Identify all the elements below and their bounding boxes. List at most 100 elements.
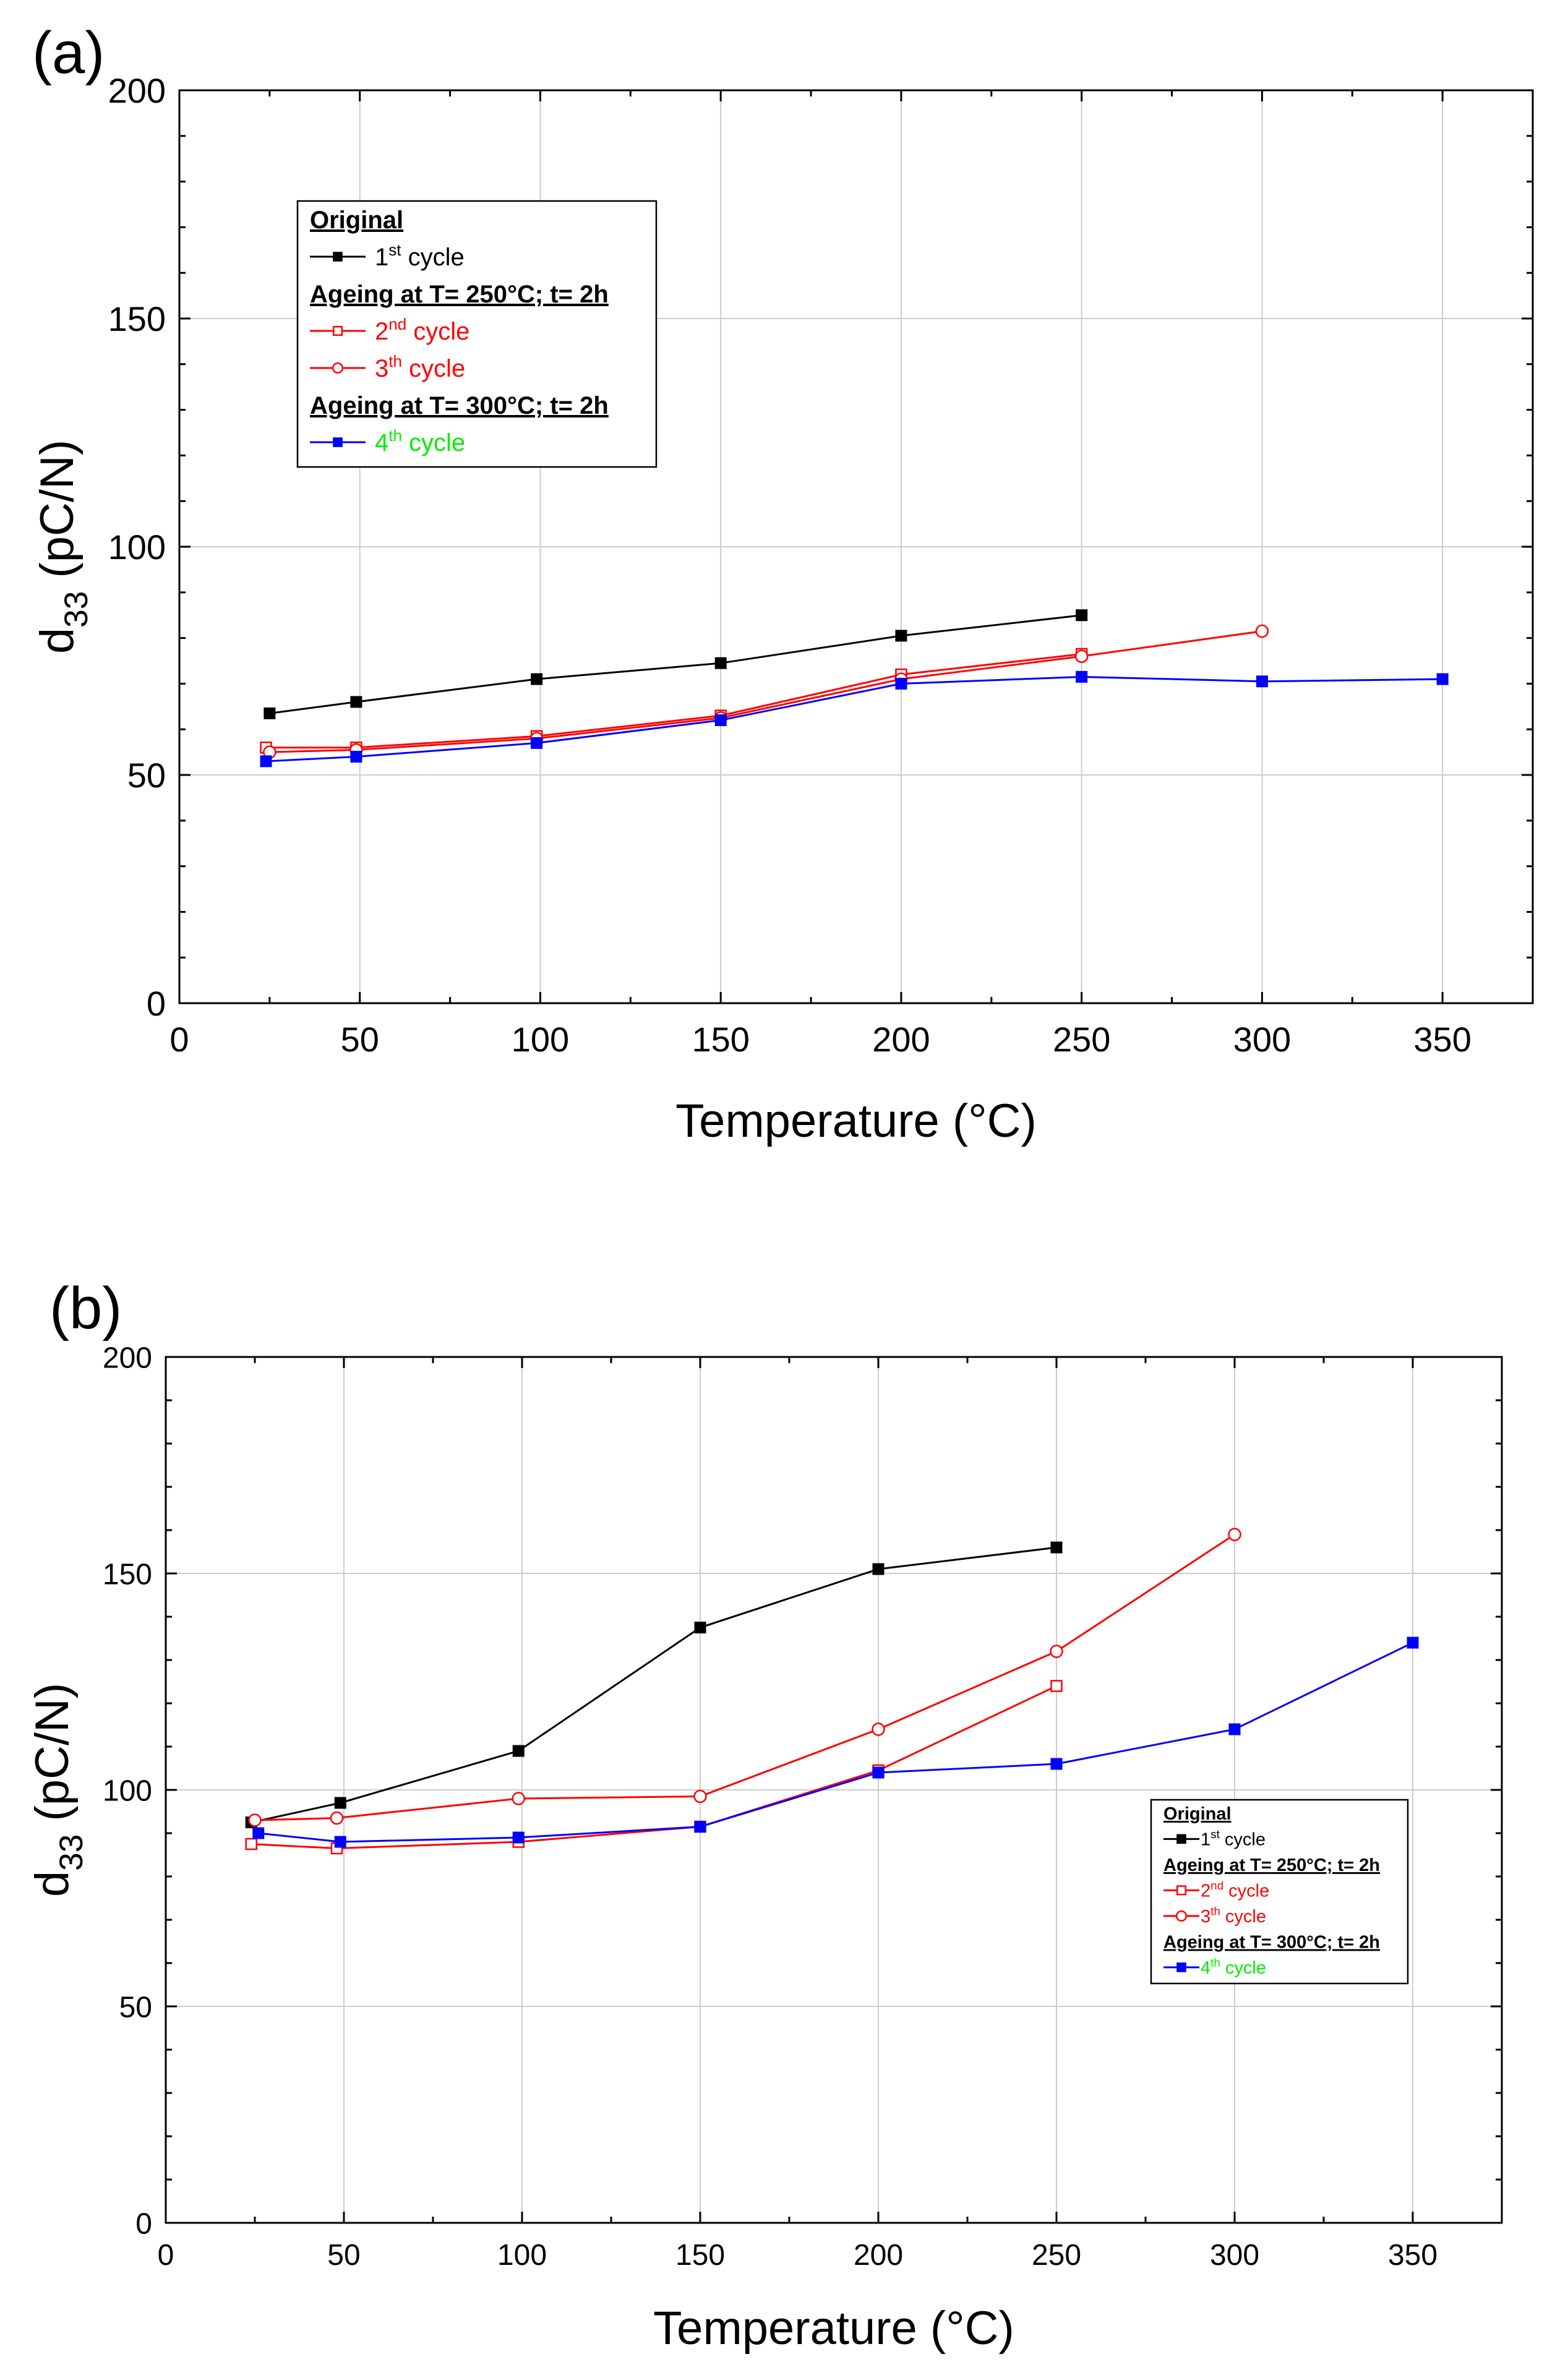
- legend-entry-label: 3th cycle: [1201, 1904, 1266, 1927]
- data-point: [694, 1821, 706, 1833]
- y-tick-label: 200: [108, 71, 166, 110]
- y-tick-label: 50: [119, 1991, 152, 2024]
- y-tick-label: 100: [108, 528, 166, 567]
- legend-marker: [1176, 1962, 1186, 1972]
- series-line: [251, 1546, 1057, 1823]
- series-2: [245, 1680, 1063, 1855]
- grid: [166, 1357, 1502, 2223]
- legend-label-sup: th: [388, 426, 402, 445]
- series-3: [248, 1528, 1241, 1827]
- data-point: [531, 737, 543, 749]
- legend-label-sup: th: [1210, 1904, 1220, 1917]
- data-point: [330, 1811, 344, 1825]
- legend-marker: [1176, 1885, 1187, 1896]
- y-tick-label: 0: [147, 984, 166, 1023]
- axis-ticks: 0 50 100 150 200 250 300 350 0 50 100 150 200: [108, 71, 1533, 1059]
- y-label-rest: (pC/N): [31, 440, 84, 591]
- y-tick-label: 150: [108, 299, 166, 338]
- legend-marker: [332, 362, 344, 374]
- data-point: [350, 750, 362, 763]
- data-point: [1076, 670, 1088, 683]
- x-tick-label: 350: [1413, 1020, 1471, 1059]
- data-point: [248, 1813, 262, 1827]
- legend-heading: Original: [1163, 1804, 1232, 1824]
- data-point: [1050, 1645, 1063, 1658]
- x-tick-label: 250: [1053, 1020, 1110, 1059]
- series-line: [269, 630, 1262, 753]
- legend-label-rest: cycle: [402, 355, 465, 382]
- y-axis-label: d33 (pC/N): [31, 440, 95, 654]
- data-point: [714, 657, 727, 669]
- legend-heading: Ageing at T= 250°C; t= 2h: [310, 281, 609, 308]
- legend-marker: [1175, 1910, 1188, 1922]
- x-tick-label: 300: [1233, 1020, 1291, 1059]
- y-tick-label: 200: [103, 1341, 152, 1374]
- x-tick-label: 200: [872, 1020, 930, 1059]
- legend-label-main: 3: [1201, 1907, 1210, 1927]
- series-4: [252, 1637, 1419, 1848]
- legend-label-rest: cycle: [1220, 1830, 1266, 1850]
- x-tick-label: 150: [675, 2239, 725, 2272]
- series-3: [263, 624, 1269, 759]
- y-label-sub: 33: [53, 1834, 90, 1871]
- data-point: [1076, 609, 1088, 622]
- legend-label-main: 4: [1201, 1958, 1210, 1978]
- data-point: [694, 1622, 706, 1633]
- legend-label-sup: st: [388, 241, 401, 259]
- x-tick-label: 50: [327, 2239, 360, 2272]
- data-point: [872, 1766, 885, 1779]
- legend-entry-label: 4th cycle: [1201, 1956, 1266, 1978]
- y-axis-label: d33 (pC/N): [26, 1683, 90, 1897]
- legend-label-rest: cycle: [1220, 1907, 1266, 1927]
- legend-heading: Original: [310, 207, 403, 234]
- x-tick-label: 250: [1032, 2239, 1081, 2272]
- legend-entry-label: 4th cycle: [375, 426, 465, 456]
- legend-label-main: 4: [375, 429, 388, 456]
- legend-label-rest: cycle: [1220, 1958, 1266, 1978]
- x-tick-label: 0: [169, 1020, 189, 1059]
- data-point: [1050, 1758, 1063, 1770]
- data-point: [1228, 1723, 1241, 1735]
- x-tick-label: 350: [1388, 2239, 1437, 2272]
- data-point: [1256, 675, 1268, 688]
- legend: Original 1st cycle Ageing at T= 250°C; t= …: [1150, 1799, 1409, 1985]
- y-label-rest: (pC/N): [26, 1683, 79, 1834]
- data-point: [512, 1792, 525, 1805]
- legend-label-main: 2: [1201, 1881, 1210, 1901]
- series-1: [245, 1541, 1063, 1828]
- legend-marker: [333, 252, 343, 262]
- series-1: [263, 609, 1088, 719]
- data-point: [1050, 1680, 1063, 1692]
- legend-marker: [1176, 1834, 1186, 1844]
- series-line: [265, 675, 1443, 763]
- data-point: [1050, 1541, 1063, 1554]
- panel-label: (a): [32, 20, 105, 86]
- data-point: [512, 1831, 525, 1844]
- legend-label-main: 1: [1201, 1830, 1210, 1850]
- series-line: [254, 1533, 1235, 1821]
- data-point: [872, 1563, 885, 1575]
- axis-ticks: 0 50 100 150 200 250 300 350 0 50 100 150 200: [103, 1341, 1502, 2272]
- legend-heading: Ageing at T= 300°C; t= 2h: [310, 392, 609, 419]
- data-point: [531, 673, 543, 685]
- legend-label-main: 1: [375, 244, 388, 271]
- data-point: [334, 1797, 346, 1809]
- legend-entry-label: 2nd cycle: [375, 315, 469, 345]
- data-point: [895, 630, 907, 642]
- legend-label-rest: cycle: [406, 318, 469, 345]
- data-point: [512, 1745, 525, 1757]
- data-point: [260, 755, 272, 768]
- chart-panel-a: (a) 0 50 100 150 200 250 300 350 0 50 100 150 200 Temp…: [31, 20, 1534, 1147]
- series-line: [251, 1685, 1057, 1850]
- legend-label-main: 2: [375, 318, 388, 345]
- legend-heading: Ageing at T= 300°C; t= 2h: [1163, 1933, 1380, 1953]
- y-tick-label: 50: [127, 756, 166, 795]
- x-tick-label: 50: [341, 1020, 379, 1059]
- x-tick-label: 150: [692, 1020, 749, 1059]
- x-tick-label: 100: [512, 1020, 569, 1059]
- legend-label-sup: nd: [1210, 1879, 1223, 1892]
- y-tick-label: 0: [135, 2207, 152, 2240]
- x-axis-label: Temperature (°C): [653, 2302, 1014, 2355]
- data-point: [1436, 673, 1449, 685]
- x-tick-label: 300: [1210, 2239, 1259, 2272]
